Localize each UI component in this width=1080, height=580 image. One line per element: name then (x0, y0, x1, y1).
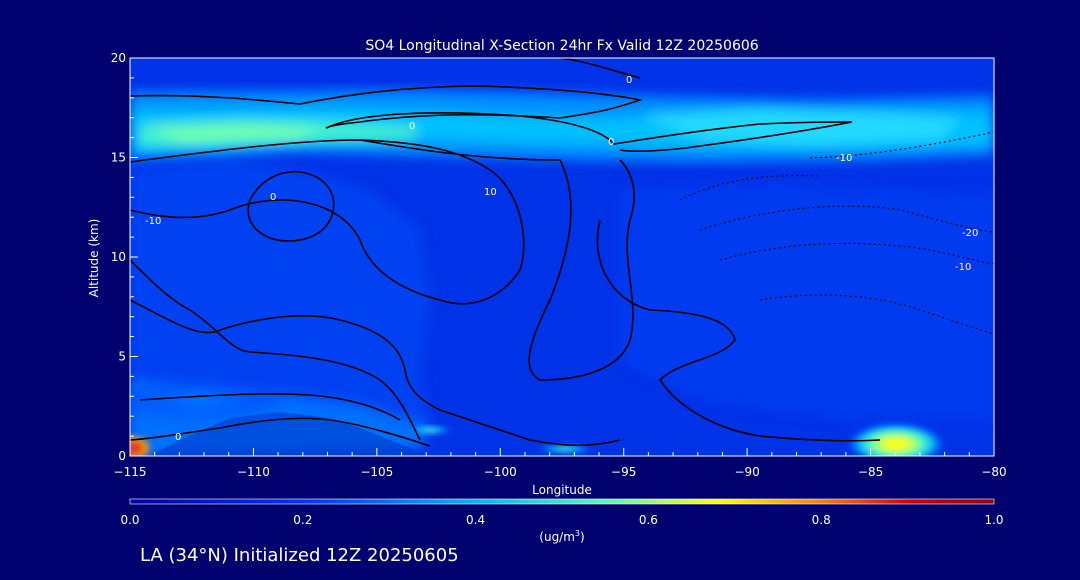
y-tick-label: 20 (111, 51, 126, 65)
x-tick-label: −90 (734, 465, 759, 479)
x-tick-label: −80 (981, 465, 1006, 479)
y-tick-label: 15 (111, 151, 126, 165)
colorbar-tick-label: 0.2 (293, 513, 312, 527)
contour-upper-inner (325, 112, 853, 152)
contour-bl (139, 393, 401, 421)
colorbar-tick-label: 1.0 (984, 513, 1003, 527)
neg-contour-2 (719, 242, 994, 265)
contour-label: 0 (409, 121, 415, 132)
western-plume (130, 380, 290, 420)
contour-label: 10 (484, 187, 497, 198)
contour-mid (130, 139, 525, 305)
source-near-86 (846, 422, 946, 456)
y-tick-label: 5 (118, 350, 126, 364)
contour-upper-loop (130, 85, 644, 129)
colorbar-label: (ug/m3) (539, 529, 584, 544)
colorbar-label-end: ) (580, 530, 585, 544)
eastern-upper-core (640, 108, 960, 145)
contour-west-low (130, 299, 621, 447)
colorbar-tick-label: 0.0 (120, 513, 139, 527)
terrain (150, 412, 430, 456)
x-tick-label: −105 (360, 465, 393, 479)
neg-contour-5 (679, 175, 821, 201)
eastern-mid-field (620, 185, 994, 420)
upper-layer-west-peak (150, 124, 320, 142)
neg-contour-1 (699, 205, 994, 233)
x-tick-label: −95 (611, 465, 636, 479)
contour-loop (247, 170, 335, 242)
x-tick-label: −100 (484, 465, 517, 479)
colorbar (129, 498, 995, 505)
contour-east (596, 219, 881, 442)
x-tick-label: −85 (858, 465, 883, 479)
source-near-97 (535, 444, 595, 454)
colorbar-tick-label: 0.4 (466, 513, 485, 527)
footer-text: LA (34°N) Initialized 12Z 20250605 (140, 545, 459, 566)
y-tick-label: 10 (111, 250, 126, 264)
contour-label: 0 (270, 192, 276, 203)
x-axis-label: Longitude (532, 483, 592, 497)
contour-label: 0 (175, 432, 181, 443)
x-tick-label: −115 (114, 465, 147, 479)
contour-surface (130, 417, 431, 447)
contour-label: 0 (626, 75, 632, 86)
negative-contours (679, 131, 994, 335)
contour-lower-mid (130, 259, 421, 441)
contour-label: 0 (608, 137, 614, 148)
colorbar-tick-label: 0.6 (639, 513, 658, 527)
x-axis: −115 −110 −105 −100 −95 −90 −85 −80 (114, 448, 1007, 479)
neg-contour-3 (759, 294, 994, 335)
x-tick-label: −110 (237, 465, 270, 479)
colorbar-label-main: (ug/m (539, 530, 575, 544)
source-near-103 (406, 425, 454, 435)
contour-lines (130, 58, 881, 447)
contour-label: -10 (145, 216, 161, 227)
colorbar-label-sup: 3 (575, 529, 580, 538)
contour-label-group: 0 0 -10 -10 -20 -10 10 0 0 0 (145, 75, 978, 443)
colorbar-tick-label: 0.8 (812, 513, 831, 527)
y-axis: 0 5 10 15 20 (111, 51, 138, 463)
contour-center (359, 139, 635, 381)
y-tick-label: 0 (118, 449, 126, 463)
contour-label: -10 (836, 153, 852, 164)
neg-contour-4 (809, 131, 994, 159)
colorbar-ticks: 0.0 0.2 0.4 0.6 0.8 1.0 (120, 513, 1003, 527)
chart-title: SO4 Longitudinal X-Section 24hr Fx Valid… (365, 38, 758, 54)
concentration-field: 0 0 -10 -10 -20 -10 10 0 0 0 (130, 58, 994, 456)
y-axis-label: Altitude (km) (87, 219, 101, 298)
contour-label: -20 (962, 228, 978, 239)
contour-top (559, 58, 641, 79)
contour-label: -10 (955, 262, 971, 273)
